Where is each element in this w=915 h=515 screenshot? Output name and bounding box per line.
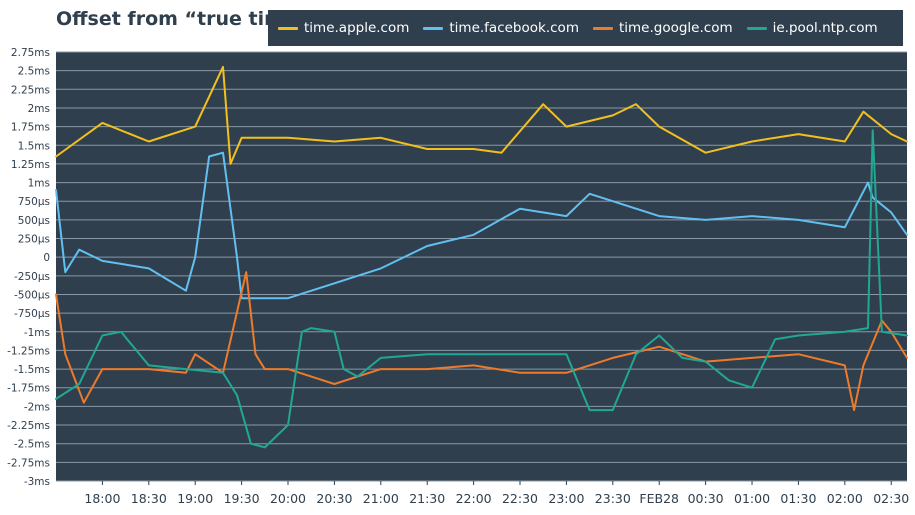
y-tick-label: -2ms — [24, 401, 50, 413]
y-tick-label: 1.75ms — [11, 122, 50, 134]
legend-item-ntp-pool: ie.pool.ntp.com — [746, 20, 878, 36]
x-tick-label: 00:30 — [688, 491, 724, 506]
x-tick-label: 18:00 — [84, 491, 120, 506]
x-tick-label: 22:00 — [456, 491, 492, 506]
x-tick-label: 02:30 — [873, 491, 909, 506]
y-tick-label: -1.25ms — [7, 345, 50, 357]
y-tick-label: -2.75ms — [7, 457, 50, 469]
x-tick-label: 22:30 — [502, 491, 538, 506]
legend-swatch-apple — [278, 26, 298, 30]
legend-swatch-google — [592, 26, 613, 30]
series-line-time-google-com — [55, 271, 908, 412]
x-tick-label: 19:00 — [177, 491, 213, 506]
y-tick-label: 2ms — [28, 103, 50, 115]
series-line-time-apple-com — [55, 65, 908, 165]
legend-label-facebook: time.facebook.com — [449, 20, 579, 36]
y-tick-label: 1.5ms — [18, 140, 50, 152]
x-tick-label: FEB28 — [639, 491, 679, 506]
y-tick-label: -250µs — [14, 271, 50, 283]
legend-label-google: time.google.com — [618, 20, 733, 36]
x-tick-label: 18:30 — [131, 491, 167, 506]
y-tick-label: -1.5ms — [14, 364, 50, 376]
y-tick-label: 2.25ms — [11, 84, 50, 96]
x-tick-label: 20:30 — [316, 491, 352, 506]
legend-swatch-ntp-pool — [746, 26, 767, 30]
x-tick-label: 19:30 — [224, 491, 260, 506]
legend-swatch-facebook — [423, 26, 444, 30]
y-tick-label: -500µs — [14, 289, 50, 301]
y-tick-label: 0 — [43, 252, 50, 264]
legend-item-apple: time.apple.com — [278, 20, 409, 36]
y-tick-label: 750µs — [18, 196, 50, 208]
legend-label-apple: time.apple.com — [304, 20, 410, 36]
y-tick-label: 250µs — [18, 234, 50, 246]
y-tick-label: -1ms — [24, 327, 50, 339]
y-tick-label: 1ms — [28, 178, 50, 190]
legend: time.apple.com time.facebook.com time.go… — [268, 10, 903, 46]
x-tick-label: 01:30 — [780, 491, 816, 506]
y-tick-label: -3ms — [24, 476, 50, 488]
series-line-ie-pool-ntp-com — [55, 129, 908, 449]
x-tick-label: 21:30 — [409, 491, 445, 506]
plot-area — [56, 52, 907, 481]
series-line-time-facebook-com — [55, 151, 908, 300]
y-tick-label: 1.25ms — [11, 159, 50, 171]
x-tick-label: 23:00 — [548, 491, 584, 506]
x-tick-label: 01:00 — [734, 491, 770, 506]
y-tick-label: 2.75ms — [11, 47, 50, 59]
x-tick-label: 23:30 — [595, 491, 631, 506]
y-tick-label: 500µs — [18, 215, 50, 227]
y-tick-label: -1.75ms — [7, 383, 50, 395]
y-tick-label: -2.25ms — [7, 420, 50, 432]
legend-item-facebook: time.facebook.com — [423, 20, 579, 36]
legend-item-google: time.google.com — [592, 20, 733, 36]
x-tick-label: 21:00 — [363, 491, 399, 506]
y-tick-label: -2.5ms — [14, 439, 50, 451]
x-tick-label: 02:00 — [827, 491, 863, 506]
legend-label-ntp-pool: ie.pool.ntp.com — [772, 20, 878, 36]
chart-title: Offset from “true time” — [56, 8, 310, 30]
x-tick-label: 20:00 — [270, 491, 306, 506]
y-tick-label: 2.5ms — [18, 66, 50, 78]
y-tick-label: -750µs — [14, 308, 50, 320]
